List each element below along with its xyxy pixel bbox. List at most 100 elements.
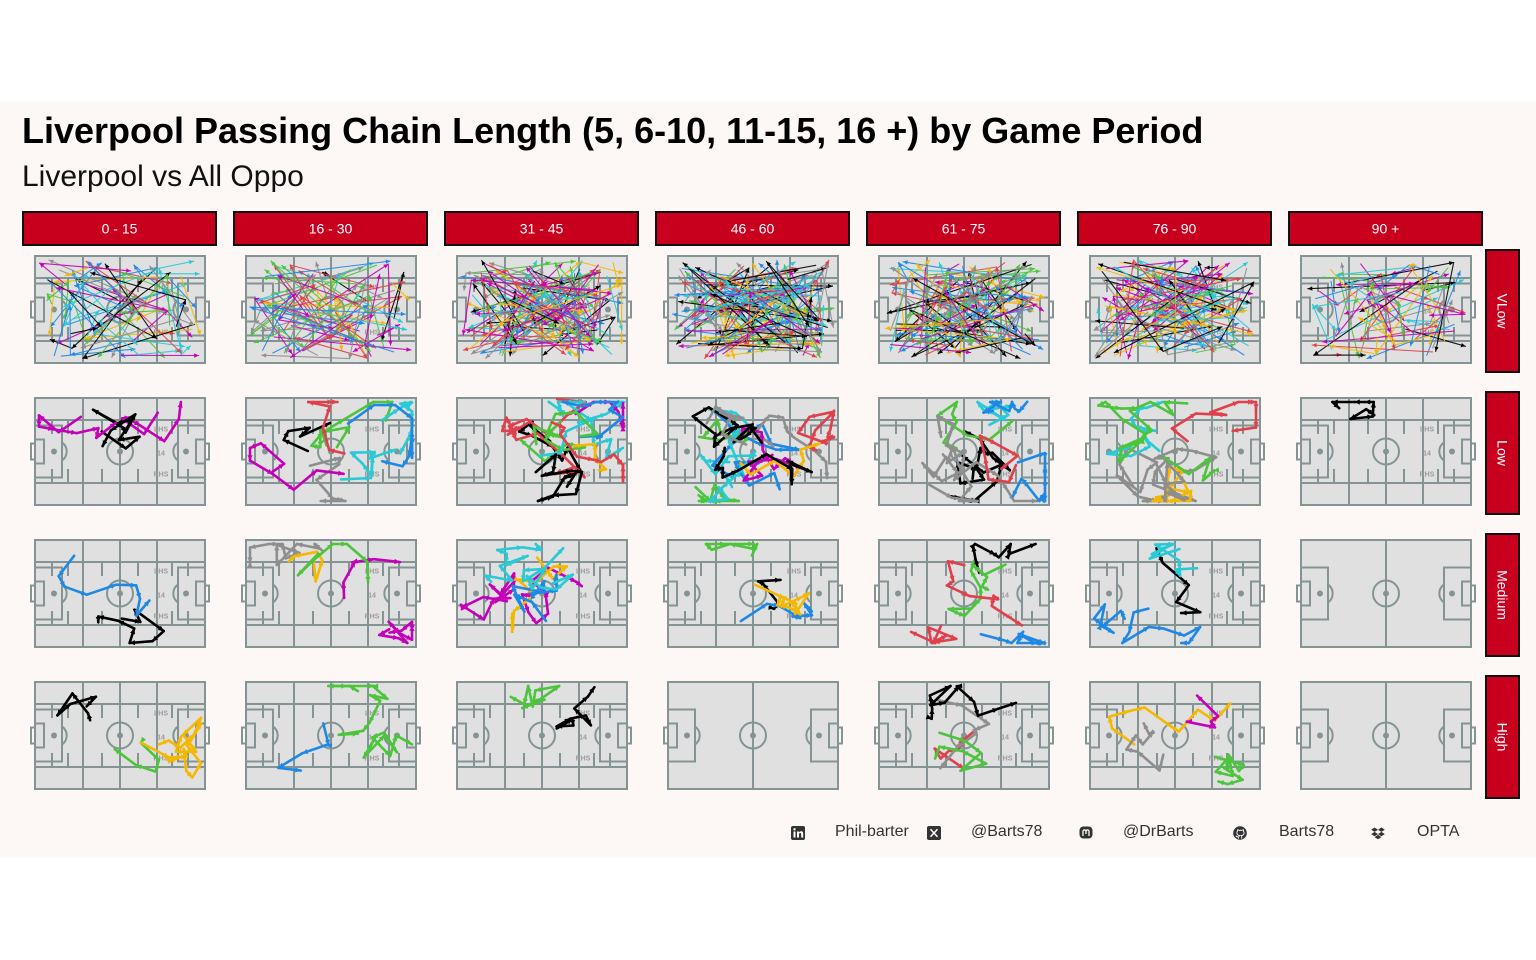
x-icon[interactable] xyxy=(927,826,941,840)
pass-arrowhead xyxy=(376,274,381,280)
zone-label: LHS xyxy=(1209,427,1223,434)
pass-arrowhead xyxy=(1188,495,1194,501)
facet-cell-2-5: LHS 14 RHS xyxy=(1085,539,1265,648)
pass-arrowhead xyxy=(152,635,159,642)
pass-line xyxy=(1143,286,1209,308)
pass-arrowhead xyxy=(722,496,729,503)
pass-arrowhead xyxy=(532,260,537,266)
pass-arrowhead xyxy=(806,605,812,612)
pass-arrowhead xyxy=(936,475,942,482)
pass-arrowhead xyxy=(617,459,623,466)
pass-arrowhead xyxy=(367,402,374,407)
pass-arrowhead xyxy=(294,552,300,558)
pass-arrowhead xyxy=(48,259,54,264)
pass-arrowhead xyxy=(1135,425,1142,431)
pass-arrowhead xyxy=(813,442,820,448)
pass-line xyxy=(131,310,169,342)
zone-label: LHS xyxy=(1209,569,1223,576)
pass-arrowhead xyxy=(1008,298,1013,303)
pass-arrowhead xyxy=(70,429,77,435)
pass-arrowhead xyxy=(580,348,585,354)
pass-arrowhead xyxy=(589,269,595,274)
mastodon-handle[interactable]: @DrBarts xyxy=(1123,823,1194,840)
pass-arrowhead xyxy=(770,336,775,341)
pass-line xyxy=(1100,276,1139,327)
pass-line xyxy=(705,315,804,323)
pass-arrowhead xyxy=(63,303,69,308)
pass-line xyxy=(1167,339,1242,356)
pass-line xyxy=(271,293,297,314)
pass-line xyxy=(1234,267,1248,314)
pass-line xyxy=(749,282,811,329)
mastodon-icon[interactable] xyxy=(1079,826,1093,840)
pass-arrowhead xyxy=(589,687,595,694)
pass-arrowhead xyxy=(558,423,565,428)
pass-arrowhead xyxy=(1143,723,1149,730)
pass-arrowhead xyxy=(896,331,902,336)
pass-line xyxy=(934,281,983,288)
pass-arrowhead xyxy=(1096,624,1102,631)
pitch: LHS 14 RHS xyxy=(30,681,210,790)
pass-line xyxy=(555,295,594,337)
pass-arrowhead xyxy=(968,696,974,702)
pass-line xyxy=(1135,344,1197,352)
pass-arrowhead xyxy=(723,456,729,463)
pass-arrowhead xyxy=(736,263,742,268)
pass-line xyxy=(393,271,405,320)
pass-arrowhead xyxy=(318,560,324,567)
github-handle[interactable]: Barts78 xyxy=(1279,823,1335,840)
pass-line xyxy=(324,282,373,316)
pass-arrowhead xyxy=(1329,344,1335,349)
pass-arrowhead xyxy=(128,307,133,313)
pass-arrowhead xyxy=(600,413,607,419)
pass-arrowhead xyxy=(1164,462,1170,469)
pass-arrowhead xyxy=(556,584,562,590)
pass-line xyxy=(1397,300,1404,337)
pass-arrowhead xyxy=(530,593,536,600)
pass-arrowhead xyxy=(945,291,950,297)
pass-arrowhead xyxy=(362,353,368,359)
pass-arrowhead xyxy=(276,559,283,565)
pass-arrowhead xyxy=(788,464,794,470)
linkedin-icon[interactable] xyxy=(791,826,805,840)
pass-arrowhead xyxy=(986,335,992,341)
pass-line xyxy=(249,297,296,336)
pass-arrowhead xyxy=(1210,306,1216,311)
pass-arrowhead xyxy=(154,765,160,772)
pass-arrowhead xyxy=(80,590,87,596)
github-icon[interactable] xyxy=(1233,826,1247,840)
pass-arrowhead xyxy=(520,575,527,581)
pass-arrowhead xyxy=(987,267,992,273)
zone-label: 14 xyxy=(1212,593,1220,600)
pass-arrowhead xyxy=(999,564,1006,570)
pass-arrowhead xyxy=(608,454,615,460)
pass-arrowhead xyxy=(388,340,393,346)
pass-arrowhead xyxy=(719,306,725,311)
pass-arrowhead xyxy=(574,488,580,494)
pass-arrowhead xyxy=(960,480,967,486)
pass-arrowhead xyxy=(368,557,374,563)
pass-arrowhead xyxy=(676,339,682,345)
pass-arrowhead xyxy=(1029,543,1036,549)
pass-arrowhead xyxy=(1002,484,1008,491)
zone-label: LHS xyxy=(998,569,1012,576)
pass-arrowhead xyxy=(483,276,489,281)
x-handle[interactable]: @Barts78 xyxy=(971,823,1043,840)
zone-label: RHS xyxy=(1209,614,1224,621)
pass-arrowhead xyxy=(611,402,618,408)
pass-arrowhead xyxy=(183,729,189,735)
pass-line xyxy=(813,259,830,286)
pass-arrowhead xyxy=(39,415,45,421)
pass-line xyxy=(921,319,1034,340)
linkedin-handle[interactable]: Phil-barter xyxy=(835,823,909,840)
row-strip-3: High xyxy=(1485,675,1520,799)
pass-arrowhead xyxy=(542,613,548,619)
pass-line xyxy=(273,336,412,351)
pass-arrowhead xyxy=(967,341,973,346)
pass-line xyxy=(532,270,566,285)
pass-arrowhead xyxy=(703,430,710,437)
pass-arrowhead xyxy=(605,438,612,444)
pass-arrowhead xyxy=(344,337,350,342)
